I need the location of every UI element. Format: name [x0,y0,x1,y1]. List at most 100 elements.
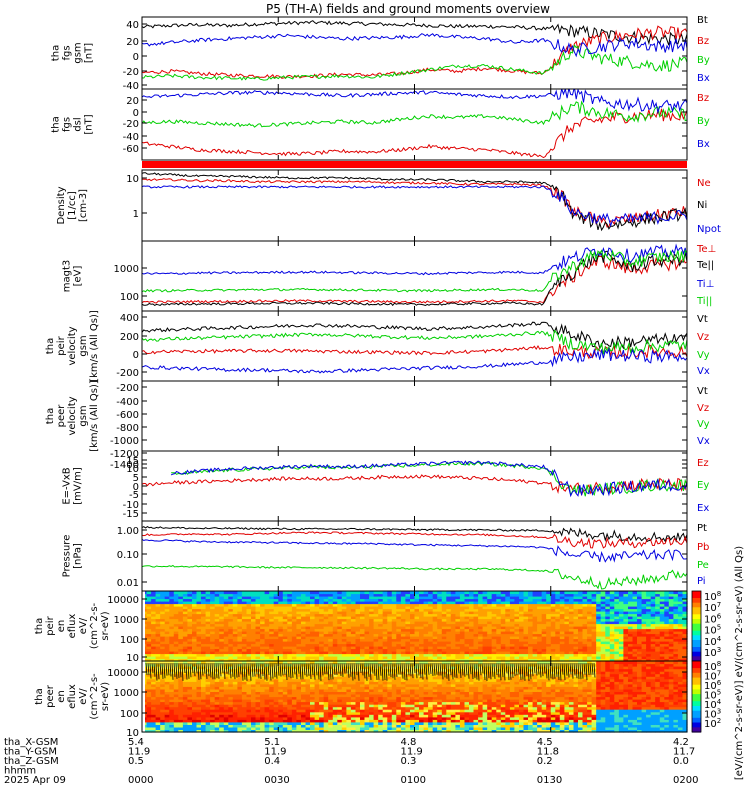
heatmap-cell [160,648,166,652]
heatmap-cell [173,678,179,682]
heatmap-cell [559,631,565,635]
heatmap-cell [505,623,511,627]
heatmap-cell [555,653,561,657]
heatmap-cell [155,686,161,690]
heatmap-cell [160,598,166,602]
heatmap-cell [223,678,229,682]
heatmap-cell [319,636,325,640]
heatmap-cell [192,633,198,637]
heatmap-cell [173,638,179,642]
heatmap-cell [605,618,611,622]
heatmap-cell [414,633,420,637]
heatmap-cell [500,631,506,635]
y-axis-label-line: Pressure [62,535,73,578]
heatmap-cell [668,611,674,615]
heatmap-cell [632,593,638,597]
heatmap-cell [568,598,574,602]
heatmap-cell [659,653,665,657]
heatmap-cell [532,626,538,630]
heatmap-cell [514,591,520,595]
heatmap-cell [550,623,556,627]
heatmap-cell [205,704,211,708]
heatmap-cell [246,628,252,632]
heatmap-cell [201,641,207,645]
heatmap-cell [169,643,175,647]
heatmap-cell [269,613,275,617]
heatmap-cell [637,641,643,645]
heatmap-cell [614,613,620,617]
heatmap-cell [591,653,597,657]
heatmap-cell [655,606,661,610]
heatmap-cell [282,681,288,685]
heatmap-cell [373,638,379,642]
heatmap-cell [573,596,579,600]
heatmap-cell [301,658,307,662]
heatmap-cell [305,716,311,720]
heatmap-cell [537,633,543,637]
heatmap-cell [491,628,497,632]
heatmap-cell [251,656,257,660]
heatmap-cell [410,596,416,600]
heatmap-cell [210,593,216,597]
heatmap-cell [273,676,279,680]
heatmap-cell [210,683,216,687]
heatmap-cell [650,641,656,645]
heatmap-cell [282,714,288,718]
heatmap-cell [628,623,634,627]
heatmap-cell [151,711,157,715]
heatmap-cell [632,601,638,605]
heatmap-cell [278,601,284,605]
heatmap-cell [237,628,243,632]
heatmap-cell [241,721,247,725]
heatmap-cell [523,658,529,662]
heatmap-cell [251,709,257,713]
heatmap-cell [232,683,238,687]
heatmap-cell [528,623,534,627]
heatmap-cell [255,638,261,642]
heatmap-cell [301,651,307,655]
heatmap-cell [587,591,593,595]
heatmap-cell [201,658,207,662]
heatmap-cell [405,651,411,655]
heatmap-cell [228,641,234,645]
heatmap-cell [414,608,420,612]
heatmap-cell [378,616,384,620]
heatmap-cell [364,638,370,642]
heatmap-cell [550,613,556,617]
heatmap-cell [523,651,529,655]
heatmap-cell [201,628,207,632]
heatmap-cell [305,611,311,615]
heatmap-cell [319,646,325,650]
heatmap-cell [319,663,325,667]
heatmap-cell [196,628,202,632]
heatmap-cell [428,653,434,657]
heatmap-cell [296,613,302,617]
heatmap-cell [623,653,629,657]
heatmap-cell [232,646,238,650]
heatmap-cell [182,711,188,715]
heatmap-cell [473,656,479,660]
heatmap-cell [509,651,515,655]
heatmap-cell [355,658,361,662]
heatmap-cell [246,601,252,605]
heatmap-cell [314,658,320,662]
heatmap-cell [228,628,234,632]
heatmap-cell [441,631,447,635]
heatmap-cell [151,603,157,607]
heatmap-cell [528,603,534,607]
heatmap-cell [273,618,279,622]
heatmap-cell [500,591,506,595]
heatmap-cell [419,593,425,597]
heatmap-cell [632,651,638,655]
heatmap-cell [378,596,384,600]
heatmap-cell [450,656,456,660]
heatmap-cell [355,633,361,637]
heatmap-cell [192,628,198,632]
heatmap-cell [641,628,647,632]
heatmap-cell [164,598,170,602]
heatmap-cell [196,716,202,720]
heatmap-cell [196,714,202,718]
heatmap-cell [296,694,302,698]
heatmap-cell [155,671,161,675]
